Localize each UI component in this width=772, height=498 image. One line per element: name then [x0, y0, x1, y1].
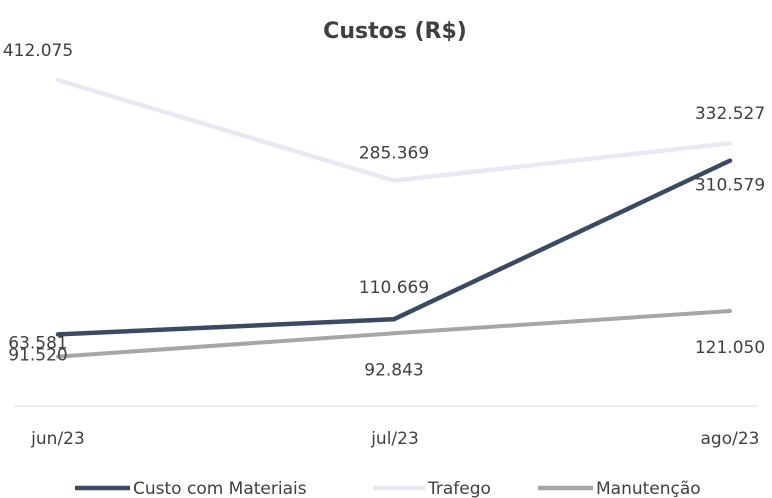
x-tick-label-1: jul/23 [370, 429, 419, 449]
legend-label-1: Trafego [427, 479, 491, 498]
series-layer [55, 77, 733, 359]
series-line-1 [55, 77, 733, 183]
x-tick-label-0: jun/23 [30, 429, 85, 449]
data-label-0-0: 91.520 [8, 345, 67, 365]
data-label-0-2: 310.579 [695, 176, 765, 196]
chart-title: Custos (R$) [323, 19, 467, 44]
data-label-2-0: 63.581 [8, 334, 67, 354]
legend-label-2: Manutenção [596, 479, 701, 498]
data-label-2-1: 92.843 [364, 360, 423, 380]
data-label-1-2: 332.527 [695, 104, 765, 124]
series-line-2 [56, 309, 732, 359]
series-line-0 [55, 158, 733, 337]
data-label-2-2: 121.050 [695, 338, 765, 358]
data-label-0-1: 110.669 [359, 278, 429, 298]
x-tick-layer: jun/23 jul/23 ago/23 [30, 429, 759, 449]
data-label-1-1: 285.369 [359, 144, 429, 164]
data-label-1-0: 412.075 [3, 41, 73, 61]
legend: Custo com Materiais Trafego Manutenção [75, 479, 701, 498]
legend-label-0: Custo com Materiais [133, 479, 307, 498]
data-label-layer: 91.520 110.669 310.579 412.075 285.369 332.52… [3, 41, 765, 380]
x-tick-label-2: ago/23 [701, 429, 760, 449]
